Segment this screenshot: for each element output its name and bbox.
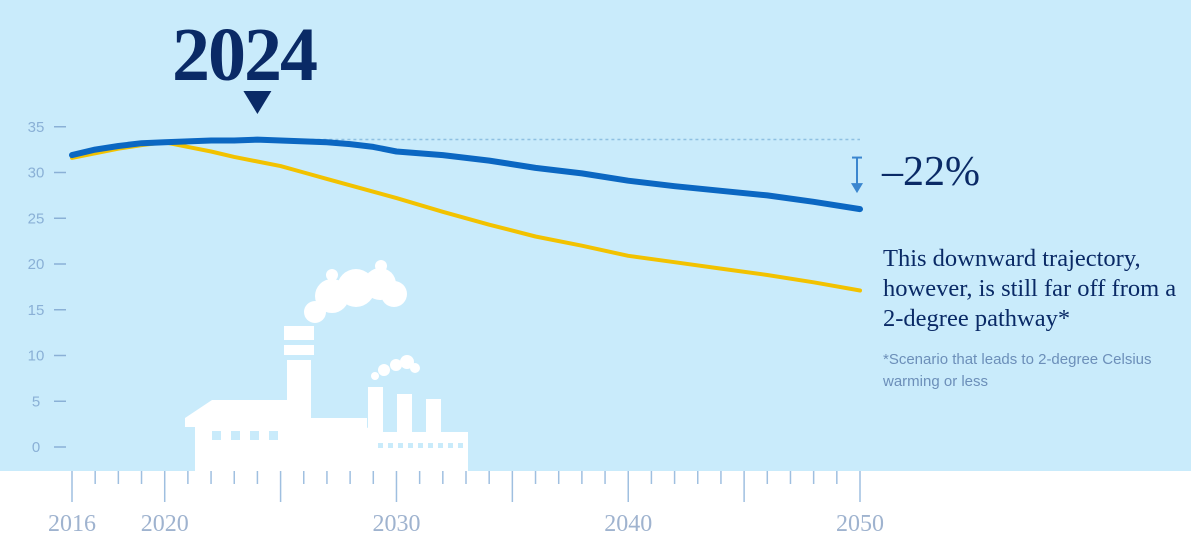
axis-band [0, 471, 1191, 547]
x-tick-label: 2030 [372, 511, 420, 537]
factory-icon [185, 260, 468, 471]
down-arrow-icon [851, 156, 863, 194]
y-axis: 0 5 10 15 20 25 30 35 [28, 119, 66, 456]
x-tick-label: 2016 [48, 511, 96, 537]
footnote: *Scenario that leads to 2-degree Celsius… [883, 351, 1152, 390]
x-axis: 2016 2020 2030 2040 2050 [48, 471, 884, 537]
series-line-0 [69, 136, 863, 213]
y-tick-label: 15 [28, 302, 45, 319]
y-tick-label: 35 [28, 119, 45, 136]
highlight-year: 2024 [172, 13, 318, 97]
y-tick-label: 25 [28, 210, 45, 227]
plot-background [0, 0, 1191, 471]
down-triangle-icon [243, 91, 272, 114]
change-label: –22% [882, 149, 980, 195]
x-tick-label: 2040 [604, 511, 652, 537]
arrow-head [851, 183, 863, 194]
y-tick-label: 0 [32, 439, 40, 456]
y-tick-label: 30 [28, 165, 45, 182]
series-layer [69, 136, 863, 293]
y-tick-label: 5 [32, 393, 40, 410]
y-tick-label: 10 [28, 348, 45, 365]
x-tick-label: 2020 [141, 511, 189, 537]
annotation-text: This downward trajectory, however, is st… [883, 245, 1177, 332]
y-tick-label: 20 [28, 256, 45, 273]
x-tick-label: 2050 [836, 511, 884, 537]
marker-layer [243, 91, 863, 194]
